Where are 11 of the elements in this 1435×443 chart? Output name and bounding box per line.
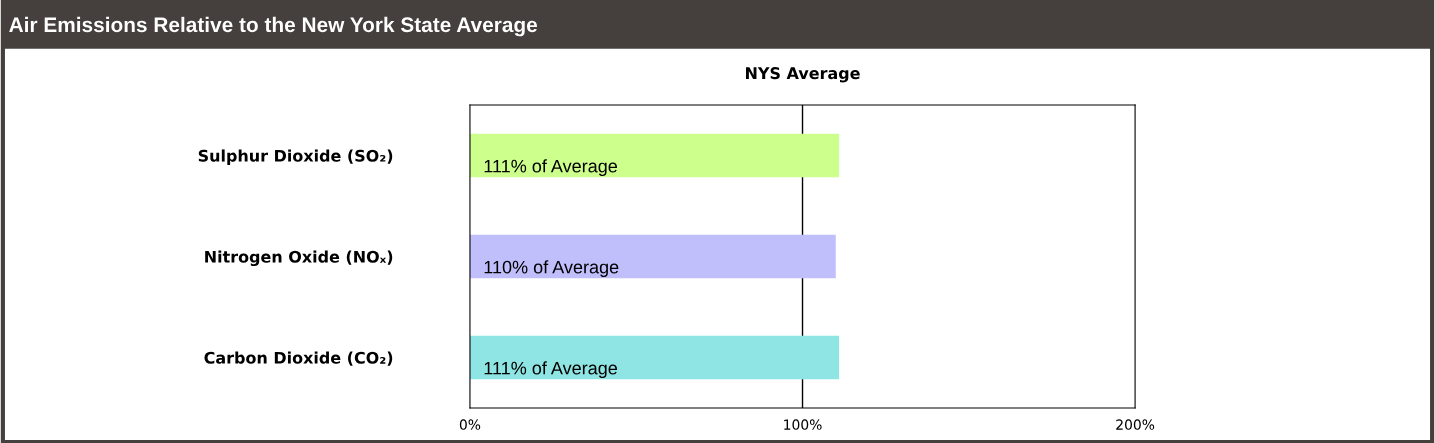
x-tick-label: 0% [459, 419, 481, 430]
x-tick-label: 200% [1116, 419, 1155, 430]
y-tick-label: Carbon Dioxide (CO₂) [204, 351, 393, 366]
data-label: 110% of Average [484, 260, 619, 278]
x-tick-label: 100% [784, 419, 822, 430]
text: Air Emissions Relative to the New York State Average [9, 16, 538, 37]
data-label: 111% of Average [484, 159, 618, 177]
ref-line-label: NYS Average [746, 67, 860, 83]
y-tick-label: Sulphur Dioxide (SO₂) [198, 149, 393, 165]
data-label: 111% of Average [484, 361, 618, 379]
y-tick-label: Nitrogen Oxide (NOₓ) [205, 250, 393, 267]
